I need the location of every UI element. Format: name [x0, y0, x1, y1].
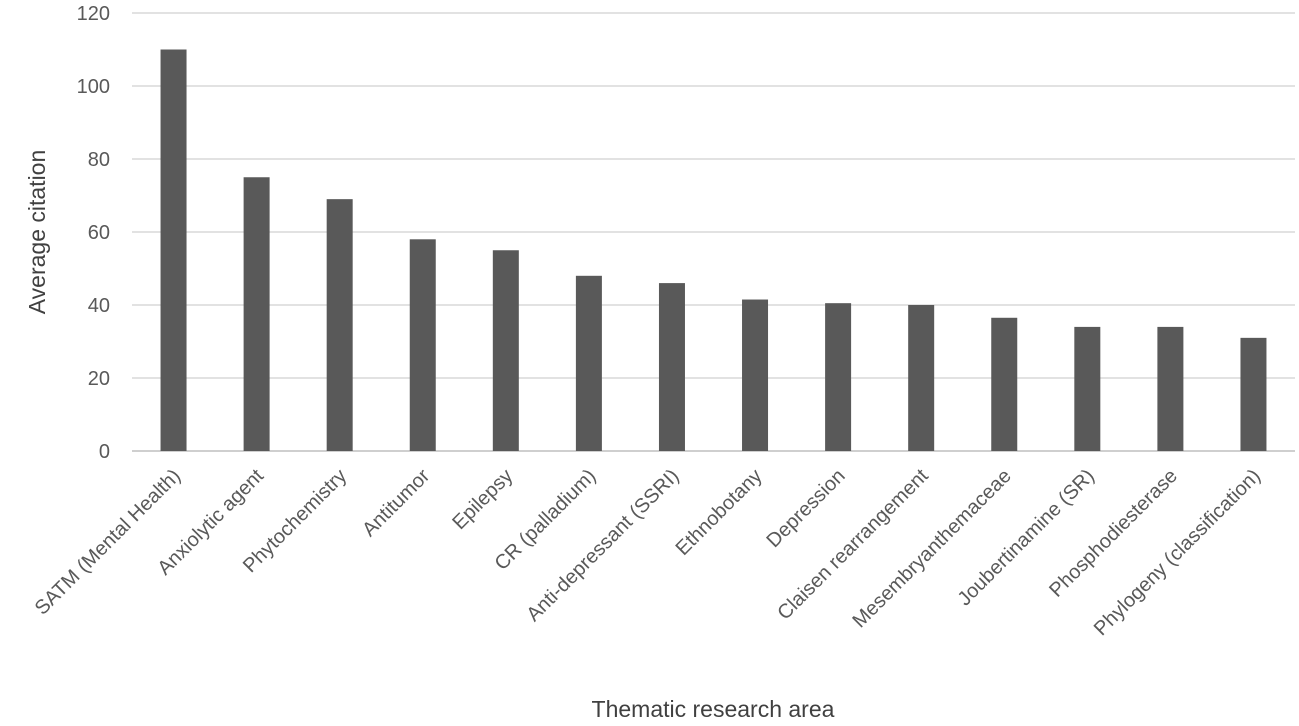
x-tick-label: Phylogeny (classification) [1090, 465, 1265, 640]
bar [575, 275, 602, 451]
gridlines [132, 12, 1295, 452]
x-axis-ticks: SATM (Mental Health)Anxiolytic agentPhyt… [31, 465, 1265, 640]
bar [825, 303, 852, 451]
x-tick-label: Depression [763, 465, 850, 552]
bar [492, 250, 519, 451]
y-tick-label: 20 [88, 368, 110, 390]
x-tick-label: Antitumor [358, 465, 434, 541]
x-tick-label: SATM (Mental Health) [31, 465, 185, 619]
x-tick-label: Claisen rearrangement [773, 465, 933, 625]
x-tick-label: Anti-depressant (SSRI) [523, 465, 684, 626]
x-tick-label: Joubertinamine (SR) [954, 465, 1099, 610]
y-tick-label: 0 [99, 441, 110, 463]
y-axis-title: Average citation [24, 150, 50, 315]
y-tick-label: 60 [88, 222, 110, 244]
y-tick-label: 80 [88, 149, 110, 171]
bar [243, 177, 270, 451]
y-tick-label: 120 [77, 3, 110, 25]
bar [160, 49, 187, 451]
bar [908, 305, 935, 451]
y-axis-ticks: 0 20 40 60 80 100 120 [77, 3, 110, 463]
bar [742, 299, 769, 451]
bar [1074, 326, 1101, 451]
y-tick-label: 100 [77, 76, 110, 98]
bars [160, 49, 1267, 451]
bar [326, 199, 353, 451]
bar [658, 283, 685, 451]
bar [991, 317, 1018, 451]
bar [1240, 337, 1267, 451]
x-tick-label: Ethnobotany [672, 465, 767, 560]
x-axis-title: Thematic research area [592, 696, 835, 722]
bar [409, 239, 436, 451]
y-tick-label: 40 [88, 295, 110, 317]
x-tick-label: Mesembryanthemaceae [849, 465, 1016, 632]
bar [1157, 326, 1184, 451]
x-tick-label: Epilepsy [448, 465, 517, 534]
